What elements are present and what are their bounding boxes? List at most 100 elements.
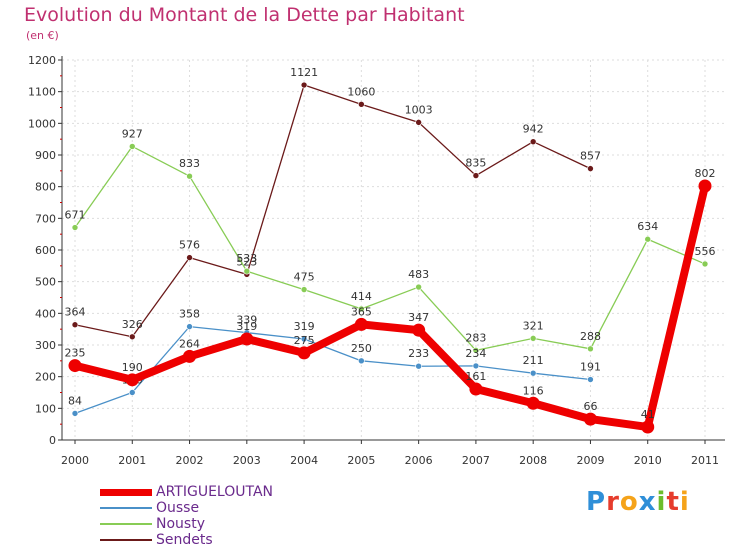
legend-item-sendets: Sendets [100, 532, 400, 548]
x-tick-label: 2008 [519, 454, 547, 467]
series-line [74, 325, 592, 415]
proxiti-logo: Proxiti [586, 487, 690, 517]
data-label: 475 [294, 271, 315, 284]
data-label: 523 [236, 255, 257, 268]
legend: ARTIGUELOUTAN Ousse Nousty Sendets [100, 484, 400, 548]
data-label: 1121 [290, 66, 318, 79]
data-point [354, 317, 368, 331]
data-label: 927 [122, 127, 143, 140]
data-label: 84 [68, 394, 82, 407]
legend-swatch-ousse [100, 507, 152, 509]
x-tick-label: 2007 [462, 454, 490, 467]
data-point [587, 376, 594, 383]
data-label: 533 [236, 252, 257, 265]
data-label: 41 [641, 408, 655, 421]
data-label: 235 [65, 347, 86, 360]
logo-letter: i [656, 487, 667, 517]
data-label: 942 [523, 123, 544, 136]
x-tick-label: 2001 [118, 454, 146, 467]
series-line [74, 145, 706, 352]
data-point [128, 389, 136, 396]
x-tick-label: 2009 [576, 454, 604, 467]
logo-letter: t [666, 487, 680, 517]
data-point [300, 81, 308, 89]
y-tick-label: 400 [35, 307, 56, 320]
data-label: 283 [465, 331, 486, 344]
x-tick-label: 2005 [347, 454, 375, 467]
legend-item-nousty: Nousty [100, 516, 400, 532]
legend-swatch-nousty [100, 523, 152, 525]
logo-letter: x [638, 487, 657, 517]
data-point [68, 359, 82, 373]
legend-swatch-artigueloutan [100, 489, 152, 496]
series-sendets: 364 326 576 523 1121 1060 1003 835 942 857 [65, 66, 601, 341]
data-point [243, 267, 251, 275]
data-label: 835 [465, 157, 486, 170]
data-point [71, 321, 79, 329]
logo-letter: P [586, 487, 607, 517]
data-point [583, 412, 597, 426]
data-point [128, 333, 136, 341]
data-label: 66 [583, 400, 597, 413]
x-tick-label: 2000 [61, 454, 89, 467]
y-tick-label: 300 [35, 339, 56, 352]
data-label: 833 [179, 157, 200, 170]
data-point [529, 138, 537, 145]
data-point [587, 345, 594, 353]
chart-title: Evolution du Montant de la Dette par Hab… [24, 4, 465, 26]
data-label: 234 [465, 347, 486, 360]
y-tick-label: 500 [35, 276, 56, 289]
data-label: 1003 [405, 103, 433, 116]
y-tick-label: 0 [49, 434, 56, 447]
data-label: 319 [294, 320, 315, 333]
data-point [469, 382, 483, 396]
data-label: 288 [580, 330, 601, 343]
data-point [186, 323, 193, 330]
data-label: 802 [695, 167, 716, 180]
data-point [412, 323, 426, 337]
legend-item-artigueloutan: ARTIGUELOUTAN [100, 484, 400, 500]
legend-label-sendets: Sendets [156, 532, 213, 548]
data-point [186, 172, 193, 180]
data-point [415, 119, 422, 126]
x-tick-label: 2003 [233, 454, 261, 467]
data-point [587, 165, 594, 172]
data-point [183, 349, 197, 363]
data-label: 576 [179, 239, 200, 252]
data-label: 339 [236, 314, 257, 327]
y-tick-label: 900 [35, 149, 56, 162]
data-label: 319 [236, 320, 257, 333]
legend-item-ousse: Ousse [100, 500, 400, 516]
data-label: 161 [465, 370, 486, 383]
data-label: 364 [65, 306, 86, 319]
legend-label-ousse: Ousse [156, 500, 200, 516]
data-point [698, 179, 712, 193]
chart-subtitle: (en €) [26, 29, 59, 42]
data-point [71, 224, 79, 231]
data-point [358, 101, 365, 108]
legend-swatch-sendets [100, 539, 152, 541]
y-tick-label: 800 [35, 181, 56, 194]
data-point [529, 369, 537, 377]
data-label: 191 [580, 361, 601, 374]
data-label: 347 [408, 311, 429, 324]
data-label: 116 [523, 384, 544, 397]
data-point [186, 254, 193, 261]
y-tick-label: 700 [35, 212, 56, 225]
logo-letter: o [619, 487, 639, 517]
data-label: 275 [294, 334, 315, 347]
data-point [472, 362, 480, 370]
y-tick-label: 100 [35, 402, 56, 415]
data-label: 671 [65, 209, 86, 222]
data-point [415, 362, 422, 370]
x-tick-label: 2006 [405, 454, 433, 467]
logo-letter: r [606, 487, 620, 517]
data-point [358, 357, 365, 365]
data-label: 857 [580, 150, 601, 163]
x-tick-label: 2011 [691, 454, 719, 467]
data-label: 414 [351, 290, 372, 303]
data-point [71, 410, 79, 417]
data-label: 1060 [347, 85, 375, 98]
data-label: 321 [523, 319, 544, 332]
